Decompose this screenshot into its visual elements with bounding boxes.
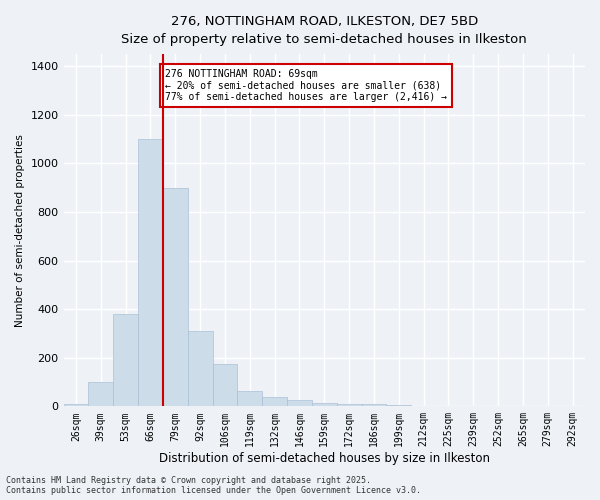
X-axis label: Distribution of semi-detached houses by size in Ilkeston: Distribution of semi-detached houses by … bbox=[159, 452, 490, 465]
Bar bbox=[188, 331, 212, 406]
Bar bbox=[262, 396, 287, 406]
Title: 276, NOTTINGHAM ROAD, ILKESTON, DE7 5BD
Size of property relative to semi-detach: 276, NOTTINGHAM ROAD, ILKESTON, DE7 5BD … bbox=[121, 15, 527, 46]
Bar bbox=[212, 364, 238, 406]
Bar bbox=[88, 382, 113, 406]
Bar bbox=[312, 402, 337, 406]
Bar bbox=[238, 390, 262, 406]
Bar bbox=[362, 404, 386, 406]
Bar bbox=[163, 188, 188, 406]
Bar bbox=[113, 314, 138, 406]
Bar bbox=[287, 400, 312, 406]
Bar bbox=[138, 139, 163, 406]
Y-axis label: Number of semi-detached properties: Number of semi-detached properties bbox=[15, 134, 25, 326]
Text: Contains HM Land Registry data © Crown copyright and database right 2025.
Contai: Contains HM Land Registry data © Crown c… bbox=[6, 476, 421, 495]
Bar bbox=[64, 404, 88, 406]
Text: 276 NOTTINGHAM ROAD: 69sqm
← 20% of semi-detached houses are smaller (638)
77% o: 276 NOTTINGHAM ROAD: 69sqm ← 20% of semi… bbox=[166, 68, 448, 102]
Bar bbox=[337, 404, 362, 406]
Bar bbox=[386, 405, 411, 406]
